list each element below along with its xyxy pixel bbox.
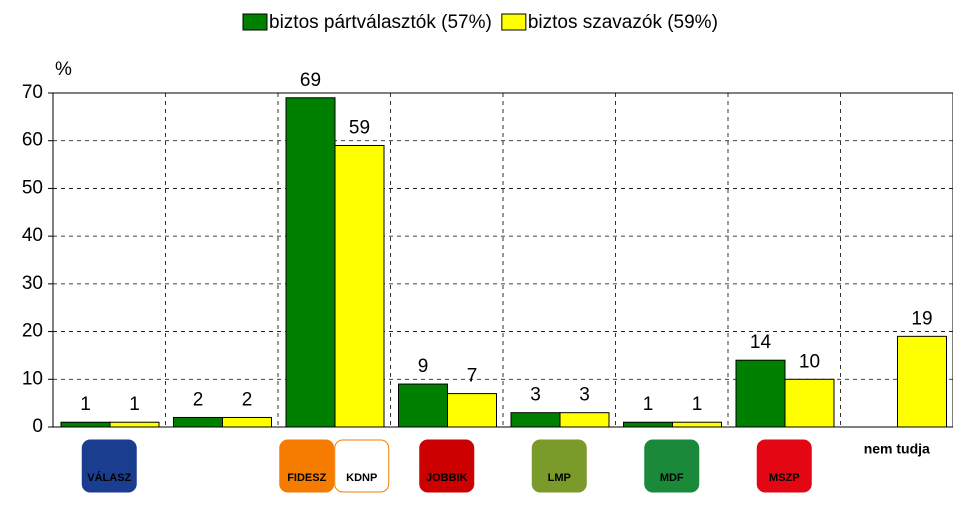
legend-label: biztos pártválasztók (57%) — [269, 12, 492, 33]
bar — [510, 412, 561, 428]
bar — [398, 383, 448, 428]
legend-swatch — [501, 13, 527, 31]
value-label: 3 — [579, 385, 590, 406]
logo-text: VÁLASZ — [87, 471, 131, 484]
y-tick-label: 70 — [22, 82, 43, 103]
y-tick-label: 50 — [22, 177, 43, 198]
bar — [222, 416, 272, 428]
bar — [672, 421, 722, 428]
value-label: 1 — [692, 394, 703, 415]
value-label: 2 — [193, 389, 204, 410]
value-label: 59 — [349, 118, 370, 139]
y-axis-label: % — [55, 59, 72, 80]
bar — [109, 421, 160, 428]
bar — [623, 421, 673, 428]
value-label: 1 — [643, 394, 654, 415]
x-tick-label: nem tudja — [864, 441, 930, 457]
y-tick-label: 0 — [32, 416, 43, 437]
y-tick-label: 10 — [22, 368, 43, 389]
logo-background — [531, 439, 587, 493]
value-label: 9 — [418, 356, 429, 377]
value-label: 3 — [530, 385, 541, 406]
value-label: 19 — [911, 308, 932, 329]
logo-text: JOBBIK — [426, 472, 468, 484]
bar — [173, 416, 223, 428]
value-label: 10 — [799, 351, 820, 372]
value-label: 69 — [300, 70, 321, 91]
logo-text: MDF — [660, 472, 684, 484]
bar — [334, 144, 385, 428]
value-label: 2 — [242, 389, 253, 410]
value-label: 14 — [750, 332, 772, 353]
y-tick-label: 40 — [22, 225, 43, 246]
bar — [285, 97, 336, 428]
bar — [559, 412, 610, 428]
bar — [784, 378, 835, 428]
logo-text: LMP — [548, 472, 571, 484]
logo-background — [419, 439, 475, 493]
value-label: 1 — [80, 394, 91, 415]
legend-label: biztos szavazók (59%) — [528, 12, 718, 33]
bar — [60, 421, 111, 428]
logo-text: FIDESZ — [287, 472, 326, 484]
logo-text: MSZP — [769, 472, 800, 484]
logo-background — [644, 439, 700, 493]
logo-background — [334, 439, 390, 493]
value-label: 7 — [467, 366, 478, 387]
logo-text: KDNP — [346, 472, 377, 484]
y-tick-label: 60 — [22, 130, 43, 151]
value-label: 1 — [129, 394, 140, 415]
y-tick-label: 20 — [22, 321, 43, 342]
y-tick-label: 30 — [22, 273, 43, 294]
logo-background — [81, 439, 137, 493]
logo-background — [279, 439, 335, 493]
bar — [735, 359, 786, 428]
legend-swatch — [242, 13, 268, 31]
bar — [447, 393, 497, 428]
plot-frame — [52, 92, 953, 428]
bar — [897, 335, 947, 428]
logo-background — [756, 439, 812, 493]
